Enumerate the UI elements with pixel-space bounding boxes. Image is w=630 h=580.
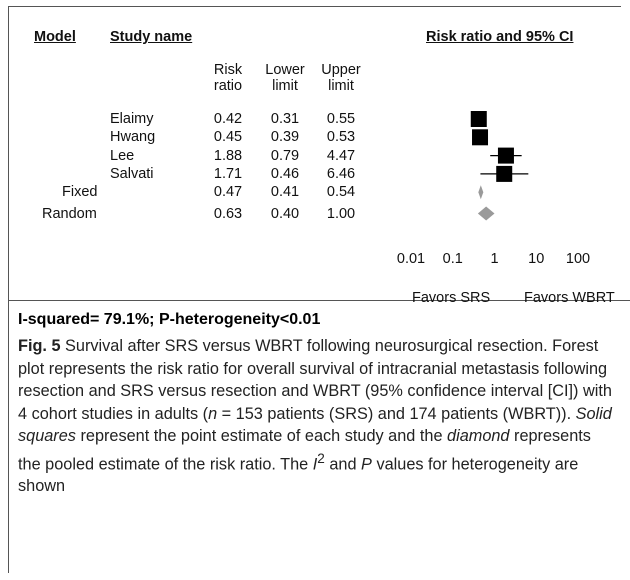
summary-value_labels: 0.63 <box>213 205 243 222</box>
summary-lower_labels: 0.41 <box>270 184 300 201</box>
summary-upper_labels: 0.54 <box>326 184 356 201</box>
study-lower: 0.39 <box>270 129 300 146</box>
header-rr: Risk ratio <box>213 62 243 94</box>
header-model: Model <box>34 29 76 45</box>
frame <box>8 6 621 573</box>
caption-italic: diamond <box>447 427 510 445</box>
point-square <box>496 165 513 182</box>
study-values: 1.71 <box>213 165 243 182</box>
study-lower: 0.79 <box>270 147 300 164</box>
study-upper: 0.55 <box>326 111 356 127</box>
study-name: Elaimy <box>110 111 154 127</box>
caption-italic: I <box>312 454 318 473</box>
x-label-right: Favors WBRT <box>524 290 615 306</box>
header-upper: Upper limit <box>321 62 361 94</box>
caption-text: represents the pooled estimate of the ri… <box>18 427 591 473</box>
separator <box>8 300 630 301</box>
x-tick-label: 1 <box>490 251 499 267</box>
x-tick-label: 100 <box>565 251 591 267</box>
x-tick-label: 10 <box>528 251 545 267</box>
study-upper: 4.47 <box>326 147 356 164</box>
plot <box>470 111 529 221</box>
model-name: Random <box>42 205 97 222</box>
caption-text: and <box>324 454 362 473</box>
x-tick-label: 0.01 <box>396 251 426 267</box>
pooled-diamond <box>477 206 495 221</box>
caption-text: = 153 patients (SRS) and 174 patients (W… <box>217 404 576 423</box>
pooled-diamond <box>478 185 484 200</box>
study-upper: 6.46 <box>326 165 356 182</box>
model-name: Fixed <box>62 184 98 201</box>
x-label-left: Favors SRS <box>412 290 491 306</box>
study-lower: 0.46 <box>270 165 300 182</box>
study-values: 1.88 <box>213 147 243 164</box>
header-plot: Risk ratio and 95% CI <box>426 29 574 45</box>
point-square <box>497 147 514 164</box>
study-values: 0.42 <box>213 111 243 127</box>
point-square <box>472 129 489 146</box>
caption-label: Fig. 5 <box>18 337 61 355</box>
study-upper: 0.53 <box>326 129 356 146</box>
study-name: Lee <box>110 147 135 164</box>
point-square <box>470 111 487 127</box>
study-lower: 0.31 <box>270 111 300 127</box>
study-name: Hwang <box>110 129 156 146</box>
caption-text: values for heterogeneity are shown <box>18 454 579 496</box>
header-lower: Lower limit <box>265 62 305 94</box>
header-study: Study name <box>110 29 193 45</box>
caption-text: represent the point estimate of each stu… <box>75 427 448 445</box>
caption: Fig. 5 Survival after SRS versus WBRT fo… <box>18 335 618 498</box>
summary-value_labels: 0.47 <box>213 184 243 201</box>
caption-italic: P <box>361 454 372 473</box>
study-values: 0.45 <box>213 129 243 146</box>
caption-italic: n <box>208 404 218 423</box>
summary-lower_labels: 0.40 <box>270 205 300 222</box>
caption-italic: Solid squares <box>18 404 612 446</box>
study-name: Salvati <box>110 165 154 182</box>
summary-upper_labels: 1.00 <box>326 205 356 222</box>
caption-text: Survival after SRS versus WBRT following… <box>18 337 612 423</box>
x-tick-label: 0.1 <box>442 251 463 267</box>
footer: I-squared= 79.1%; P-heterogeneity<0.01 <box>18 311 321 328</box>
caption-sup: 2 <box>317 450 325 466</box>
